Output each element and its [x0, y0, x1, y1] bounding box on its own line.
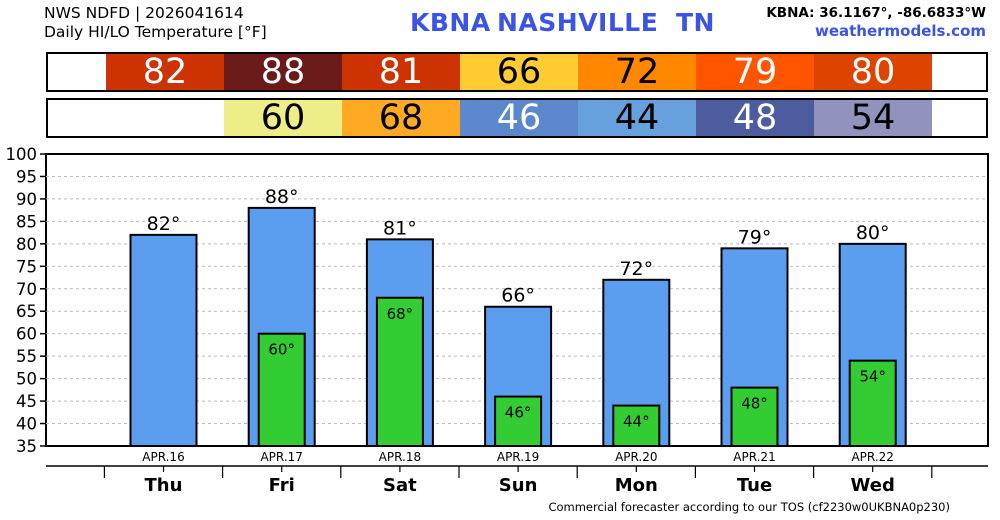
high-bar-label: 79° — [738, 226, 772, 248]
x-day-label: Fri — [269, 475, 295, 496]
high-temp-cell: 81 — [342, 54, 460, 91]
low-temp-cell: 44 — [578, 100, 696, 137]
low-bar-label: 68° — [387, 305, 414, 323]
high-temp-cell: 72 — [578, 54, 696, 91]
low-temp-cell: 48 — [696, 100, 814, 137]
high-bar-label: 72° — [619, 258, 653, 280]
high-bar-label: 80° — [856, 222, 890, 244]
y-tick-label: 50 — [16, 370, 37, 389]
low-bar-label: 60° — [268, 341, 295, 359]
low-temp-cell: 54 — [814, 100, 932, 137]
high-temp-cell: 82 — [106, 54, 224, 91]
x-date-label: APR.22 — [851, 450, 893, 464]
y-tick-label: 60 — [16, 325, 37, 344]
y-tick-label: 75 — [16, 257, 37, 276]
x-day-label: Thu — [145, 475, 183, 496]
x-day-label: Wed — [851, 475, 895, 496]
y-tick-label: 100 — [6, 145, 38, 164]
low-bar-label: 46° — [505, 404, 532, 422]
footer-note: Commercial forecaster according to our T… — [548, 500, 950, 514]
x-date-label: APR.18 — [379, 450, 421, 464]
x-day-label: Tue — [737, 475, 772, 496]
station-coordinates: KBNA: 36.1167°, -86.6833°W — [766, 5, 986, 21]
low-temp-cell: 60 — [224, 100, 342, 137]
high-bar-label: 82° — [147, 213, 181, 235]
high-bar-label: 88° — [265, 186, 299, 208]
x-date-label: APR.17 — [260, 450, 302, 464]
chart-subtitle: Daily HI/LO Temperature [°F] — [44, 23, 267, 41]
high-temp-cell: 66 — [460, 54, 578, 91]
x-date-label: APR.20 — [615, 450, 657, 464]
chart-title: NWS NDFD | 2026041614 — [44, 4, 244, 22]
y-tick-label: 35 — [16, 437, 37, 456]
low-bar-label: 44° — [623, 413, 650, 431]
station-city: NASHVILLE — [497, 8, 659, 37]
y-tick-label: 65 — [16, 302, 37, 321]
low-bar — [494, 395, 543, 448]
low-bar — [612, 404, 661, 448]
low-temp-cell: 46 — [460, 100, 578, 137]
high-temp-strip: 82 88 81 66 72 79 80 — [46, 52, 988, 92]
low-temp-cell: 68 — [342, 100, 460, 137]
low-bar — [848, 359, 897, 447]
high-bar-label: 66° — [501, 285, 535, 307]
x-date-label: APR.19 — [497, 450, 539, 464]
x-day-label: Mon — [615, 475, 658, 496]
station-id: KBNA — [410, 8, 491, 37]
y-tick-label: 55 — [16, 347, 37, 366]
low-temp-strip: 60 68 46 44 48 54 — [46, 98, 988, 138]
high-bar-label: 81° — [383, 217, 417, 239]
x-day-label: Sun — [499, 475, 538, 496]
site-link[interactable]: weathermodels.com — [814, 22, 986, 40]
y-tick-label: 85 — [16, 212, 37, 231]
low-bar — [730, 386, 779, 448]
y-tick-label: 70 — [16, 280, 37, 299]
high-bar — [129, 233, 198, 447]
y-tick-label: 80 — [16, 235, 37, 254]
station-state: TN — [676, 8, 715, 37]
high-temp-cell: 80 — [814, 54, 932, 91]
high-temp-cell: 88 — [224, 54, 342, 91]
y-tick-label: 90 — [16, 190, 37, 209]
low-bar-label: 54° — [859, 368, 886, 386]
low-bar — [375, 296, 424, 447]
y-tick-label: 45 — [16, 392, 37, 411]
x-day-label: Sat — [383, 475, 417, 496]
x-date-label: APR.21 — [733, 450, 775, 464]
high-temp-cell: 79 — [696, 54, 814, 91]
y-tick-label: 40 — [16, 415, 37, 434]
low-bar-label: 48° — [741, 395, 768, 413]
low-bar — [257, 332, 306, 448]
x-date-label: APR.16 — [142, 450, 184, 464]
y-tick-label: 95 — [16, 167, 37, 186]
